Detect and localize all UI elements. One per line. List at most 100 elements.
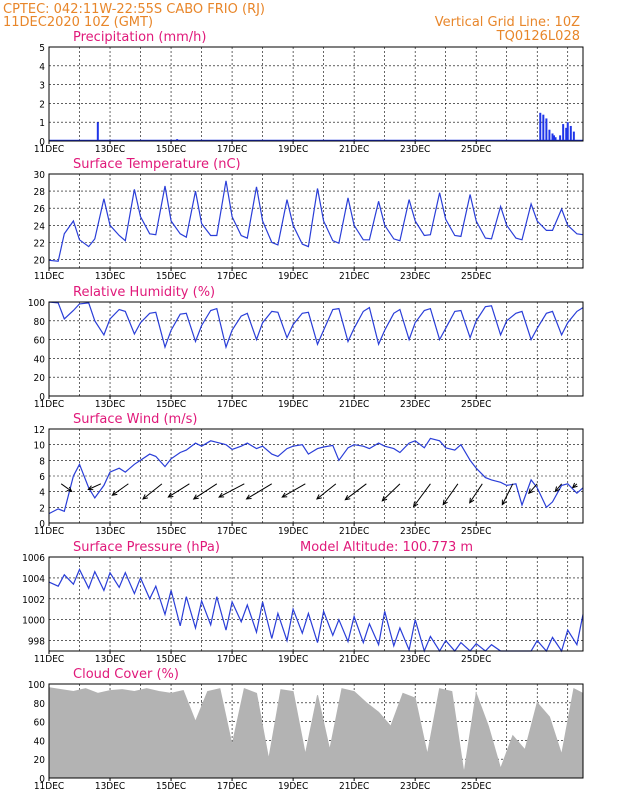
wind-xtick-label: 11DEC (34, 526, 64, 537)
pressure-ytick-label: 1002 (22, 595, 45, 606)
cloud-ytick-label: 40 (34, 736, 46, 747)
precip-bar (562, 124, 565, 141)
cloud-xtick-label: 11DEC (34, 781, 64, 792)
wind-arrow (168, 483, 190, 498)
wind-arrow-head (442, 499, 448, 506)
wind-arrow-head (245, 494, 252, 500)
temp-xtick-label: 25DEC (461, 271, 491, 282)
rh-ytick-label: 20 (34, 373, 46, 384)
model-altitude: Model Altitude: 100.773 m (300, 540, 473, 555)
temp-title: Surface Temperature (nC) (73, 157, 241, 172)
cloud-title: Cloud Cover (%) (73, 667, 179, 682)
precip-xtick-label: 25DEC (461, 144, 491, 155)
rh-xtick-label: 13DEC (95, 399, 125, 410)
wind-title: Surface Wind (m/s) (73, 412, 197, 427)
rh-ytick-label: 0 (39, 392, 45, 403)
temp-xtick-label: 11DEC (34, 271, 64, 282)
wind-arrow-head (218, 492, 225, 498)
cloud-xtick-label: 21DEC (339, 781, 369, 792)
pressure-title: Surface Pressure (hPa) (73, 540, 220, 555)
temp-series-line (48, 180, 584, 262)
pressure-ytick-label: 998 (28, 637, 45, 648)
wind-arrow-head (381, 495, 388, 502)
precip-frame (48, 46, 584, 142)
cloud-frame (48, 683, 584, 779)
wind-xtick-label: 15DEC (156, 526, 186, 537)
temp-ytick-label: 20 (34, 255, 46, 266)
pressure-ytick-label: 1004 (22, 574, 45, 585)
wind-arrow-head (571, 482, 578, 489)
temp-xtick-label: 13DEC (95, 271, 125, 282)
pressure-xtick-label: 15DEC (156, 654, 186, 665)
precip-bar (553, 135, 556, 141)
precip-xtick-label: 21DEC (339, 144, 369, 155)
rh-xtick-label: 23DEC (400, 399, 430, 410)
rh-ytick-label: 40 (34, 354, 46, 365)
precip-ytick-label: 5 (39, 43, 45, 54)
rh-ytick-label: 80 (34, 317, 46, 328)
cloud-xtick-label: 23DEC (400, 781, 430, 792)
cloud-xtick-label: 15DEC (156, 781, 186, 792)
precip-bar (554, 137, 557, 141)
wind-arrow (413, 483, 431, 507)
pressure-xtick-label: 19DEC (278, 654, 308, 665)
wind-arrow-head (469, 497, 475, 504)
precip-xtick-label: 17DEC (217, 144, 247, 155)
wind-xtick-label: 13DEC (95, 526, 125, 537)
wind-ytick-label: 12 (34, 425, 45, 436)
wind-arrow-head (111, 490, 118, 496)
wind-arrow-head (344, 495, 351, 501)
pressure-xtick-label: 11DEC (34, 654, 64, 665)
precip-ytick-label: 0 (39, 137, 45, 148)
wind-arrow (246, 483, 273, 500)
precip-bar (565, 127, 568, 141)
precip-xtick-label: 19DEC (278, 144, 308, 155)
precip-xtick-label: 13DEC (95, 144, 125, 155)
wind-arrow (112, 483, 129, 496)
rh-xtick-label: 21DEC (339, 399, 369, 410)
precip-ytick-label: 1 (39, 118, 45, 129)
wind-arrow (381, 483, 401, 502)
wind-ytick-label: 0 (39, 519, 45, 530)
rh-xtick-label: 15DEC (156, 399, 186, 410)
precip-bar (559, 135, 562, 141)
wind-arrow-head (192, 494, 199, 500)
pressure-xtick-label: 13DEC (95, 654, 125, 665)
rh-xtick-label: 11DEC (34, 399, 64, 410)
pressure-frame (48, 556, 584, 652)
rh-xtick-label: 25DEC (461, 399, 491, 410)
cloud-xtick-label: 25DEC (461, 781, 491, 792)
model-code: TQ0126L028 (496, 29, 580, 44)
wind-arrow-head (412, 501, 419, 508)
wind-ytick-label: 2 (39, 503, 45, 514)
grid-note: Vertical Grid Line: 10Z (435, 15, 580, 30)
wind-ytick-label: 4 (39, 488, 45, 499)
cloud-xtick-label: 19DEC (278, 781, 308, 792)
temp-xtick-label: 21DEC (339, 271, 369, 282)
temp-xtick-label: 17DEC (217, 271, 247, 282)
wind-arrow-head (554, 486, 561, 493)
temp-ytick-label: 26 (34, 204, 46, 215)
wind-xtick-label: 21DEC (339, 526, 369, 537)
wind-arrow (218, 483, 245, 498)
pressure-xtick-label: 25DEC (461, 654, 491, 665)
wind-arrow (554, 483, 563, 492)
wind-arrow-head (142, 494, 148, 500)
cloud-ytick-label: 80 (34, 699, 46, 710)
wind-arrow (60, 483, 72, 492)
precip-bar (539, 112, 542, 141)
precip-bar (566, 122, 569, 141)
temp-frame (48, 173, 584, 269)
wind-arrow-head (281, 492, 288, 498)
precip-bar (551, 133, 554, 141)
precip-bar (545, 118, 548, 141)
wind-arrow-head (316, 494, 322, 500)
wind-arrow-head (528, 488, 534, 495)
pressure-series-line (48, 568, 584, 653)
precip-ytick-label: 2 (39, 99, 45, 110)
wind-arrow-head (501, 499, 507, 506)
wind-arrow (281, 483, 306, 498)
rh-title: Relative Humidity (%) (73, 285, 215, 300)
precip-xtick-label: 11DEC (34, 144, 64, 155)
